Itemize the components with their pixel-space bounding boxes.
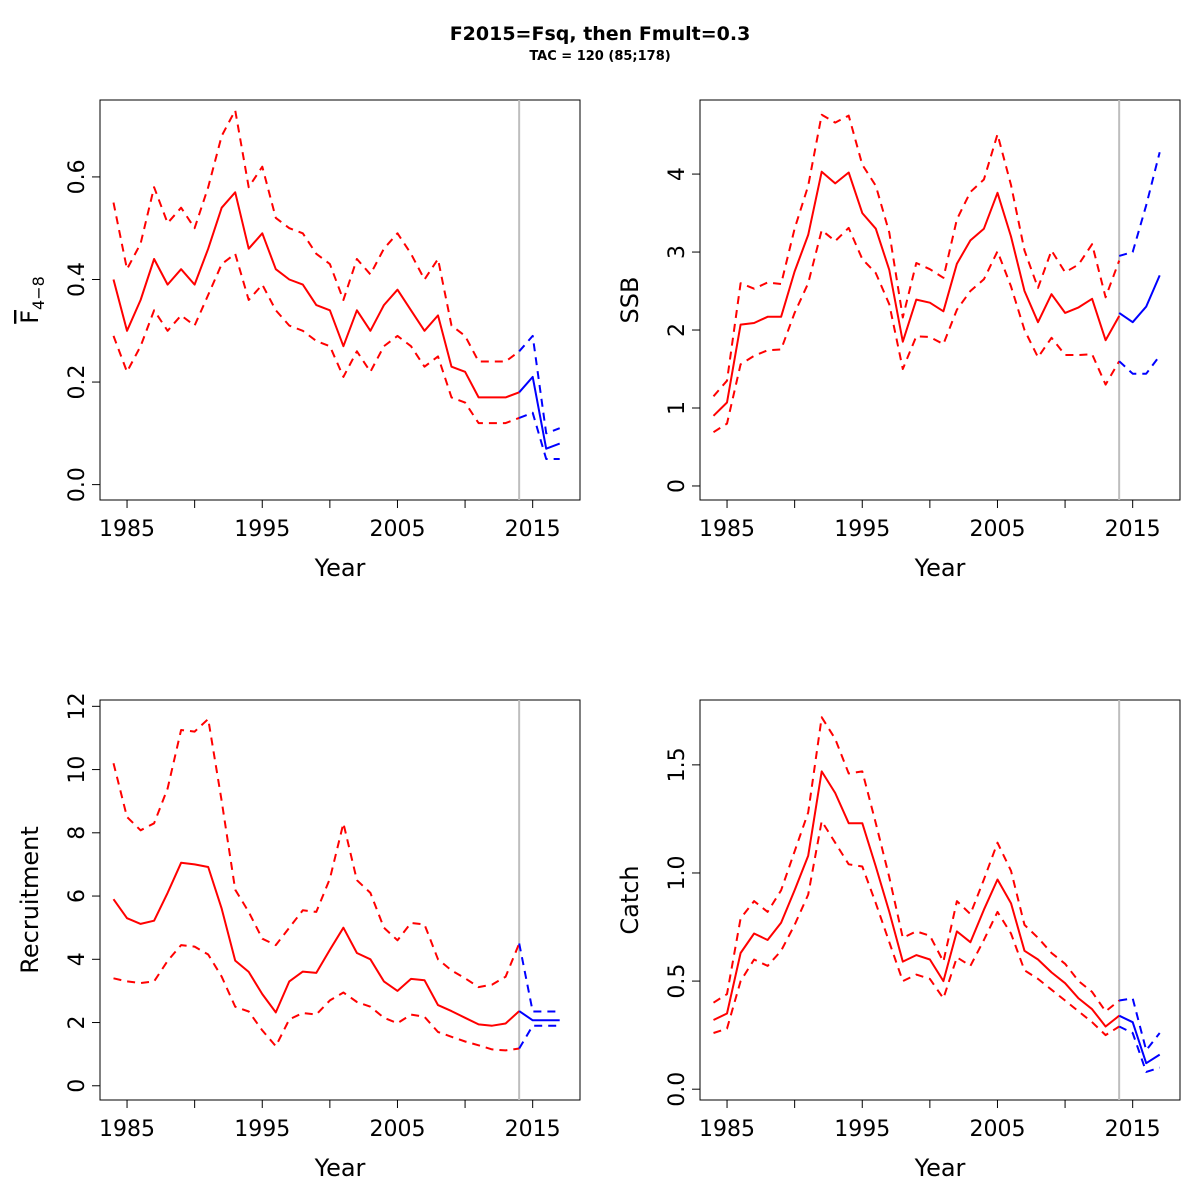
catch-panel: 1985 1995 2005 2015 0.0 0.5 1.0 1.5 Year Catch — [616, 699, 1181, 1182]
f-panel: 1985 1995 2005 2015 0.0 0.2 0.4 0.6 Year F4−8 — [16, 99, 581, 582]
x-axis-label: Year — [914, 554, 966, 582]
y-tick-label: 0 — [665, 479, 690, 493]
history-median-line — [112, 191, 520, 399]
forecast-lower-line — [1118, 355, 1161, 375]
y-tick-label: 4 — [65, 952, 90, 966]
x-tick-label: 1985 — [699, 1117, 755, 1142]
history-lower-line — [713, 820, 1120, 1037]
forecast-median-line — [518, 375, 561, 450]
forecast-lower-line — [1118, 1025, 1161, 1073]
history-upper-line — [112, 718, 521, 989]
x-tick-label: 1985 — [99, 517, 155, 542]
y-tick-label: 0.6 — [65, 159, 90, 194]
y-tick-label: 8 — [65, 826, 90, 840]
x-tick-label: 1995 — [234, 1117, 290, 1142]
forecast-median-line — [1118, 1014, 1161, 1065]
forecast-upper-line — [1119, 997, 1161, 1052]
history-upper-line — [712, 716, 1120, 1013]
x-tick-label: 2005 — [969, 517, 1025, 542]
x-tick-label: 2005 — [369, 1117, 425, 1142]
x-tick-label: 1985 — [99, 1117, 155, 1142]
figure-title: F2015=Fsq, then Fmult=0.3 — [450, 23, 751, 45]
forecast-upper-line — [518, 334, 561, 435]
y-tick-label: 0.0 — [665, 1072, 690, 1107]
y-tick-label: 2 — [65, 1016, 90, 1030]
y-tick-label: 4 — [665, 167, 690, 181]
history-upper-line — [712, 113, 1121, 397]
y-tick-label: 0.4 — [65, 262, 90, 297]
history-lower-line — [112, 252, 520, 425]
x-tick-label: 1995 — [834, 1117, 890, 1142]
y-tick-label: 10 — [65, 756, 90, 784]
x-tick-label: 2015 — [1105, 517, 1161, 542]
forecast-median-line — [518, 1010, 560, 1022]
forecast-lower-line — [518, 1024, 560, 1050]
y-tick-label: 0.0 — [65, 467, 90, 502]
y-tick-label: 1.0 — [665, 855, 690, 890]
x-tick-label: 2015 — [1105, 1117, 1161, 1142]
x-axis-label: Year — [314, 1154, 366, 1182]
forecast-median-line — [1118, 275, 1161, 324]
x-axis-label: Year — [914, 1154, 966, 1182]
plot-frame — [699, 699, 1181, 1101]
panels: 1985 1995 2005 20150.00.20.40.6YearF4−81985… — [16, 99, 1181, 1182]
x-tick-label: 2005 — [969, 1117, 1025, 1142]
x-tick-label: 1995 — [234, 517, 290, 542]
x-tick-label: 2015 — [505, 517, 561, 542]
y-axis-label-subscript: 4−8 — [29, 276, 48, 310]
x-axis-label: Year — [314, 554, 366, 582]
forecast-lower-line — [518, 411, 560, 460]
recruitment-panel: 1985 1995 2005 2015 0 2 4 6 8 10 12 Year Recruitment — [16, 692, 581, 1182]
forecast-upper-line — [518, 943, 560, 1013]
history-lower-line — [113, 944, 520, 1052]
y-tick-label: 0 — [65, 1079, 90, 1093]
y-axis-label: Catch — [616, 865, 644, 934]
y-axis-label: F4−8 — [16, 276, 48, 324]
y-tick-label: 0.2 — [65, 365, 90, 400]
y-axis-label: Recruitment — [16, 826, 44, 973]
y-tick-label: 1.5 — [665, 747, 690, 782]
y-tick-label: 6 — [65, 889, 90, 903]
plot-frame — [99, 99, 581, 501]
forecast-upper-line — [1118, 151, 1161, 257]
figure-subtitle: TAC = 120 (85;178) — [529, 49, 670, 64]
history-median-line — [713, 770, 1120, 1028]
ssb-panel: 1985 1995 2005 2015 0 1 2 3 4 Year SSB — [616, 99, 1181, 582]
history-median-line — [112, 861, 520, 1027]
y-tick-label: 0.5 — [665, 964, 690, 999]
y-axis-label-symbol: F — [16, 310, 44, 324]
y-tick-label: 12 — [65, 692, 90, 720]
y-tick-label: 2 — [665, 323, 690, 337]
plot-frame — [699, 99, 1181, 501]
x-tick-label: 1985 — [699, 517, 755, 542]
y-axis-label: SSB — [616, 277, 644, 324]
y-tick-label: 3 — [665, 245, 690, 259]
x-tick-label: 2015 — [505, 1117, 561, 1142]
x-tick-label: 1995 — [834, 517, 890, 542]
x-tick-label: 2005 — [369, 517, 425, 542]
plot-frame — [99, 699, 581, 1101]
history-upper-line — [112, 109, 520, 363]
history-median-line — [712, 170, 1121, 417]
history-lower-line — [712, 226, 1121, 434]
y-tick-label: 1 — [665, 401, 690, 415]
